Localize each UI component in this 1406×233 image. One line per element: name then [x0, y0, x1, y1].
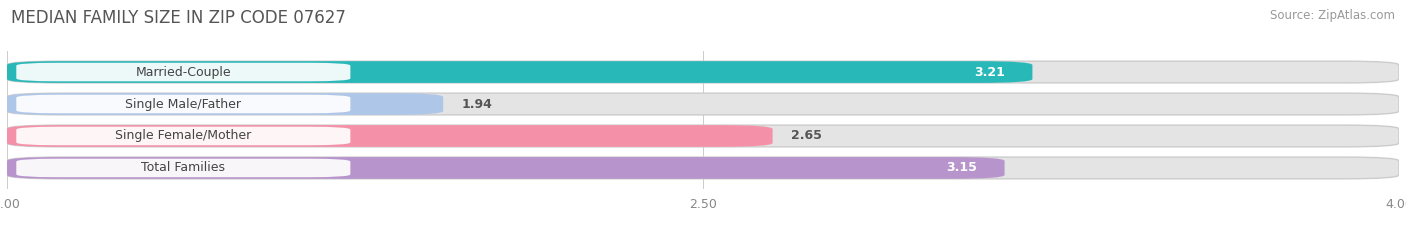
FancyBboxPatch shape	[7, 61, 1032, 83]
Text: Source: ZipAtlas.com: Source: ZipAtlas.com	[1270, 9, 1395, 22]
FancyBboxPatch shape	[7, 157, 1004, 179]
FancyBboxPatch shape	[17, 159, 350, 177]
FancyBboxPatch shape	[7, 157, 1399, 179]
Text: Single Male/Father: Single Male/Father	[125, 97, 242, 110]
Text: 3.15: 3.15	[946, 161, 977, 175]
Text: Married-Couple: Married-Couple	[135, 65, 231, 79]
Text: 2.65: 2.65	[792, 130, 823, 143]
FancyBboxPatch shape	[17, 127, 350, 145]
Text: Total Families: Total Families	[142, 161, 225, 175]
FancyBboxPatch shape	[7, 125, 1399, 147]
Text: MEDIAN FAMILY SIZE IN ZIP CODE 07627: MEDIAN FAMILY SIZE IN ZIP CODE 07627	[11, 9, 346, 27]
FancyBboxPatch shape	[7, 93, 1399, 115]
FancyBboxPatch shape	[17, 95, 350, 113]
Text: 1.94: 1.94	[461, 97, 492, 110]
FancyBboxPatch shape	[7, 61, 1399, 83]
FancyBboxPatch shape	[7, 125, 773, 147]
FancyBboxPatch shape	[7, 93, 443, 115]
Text: 3.21: 3.21	[974, 65, 1004, 79]
FancyBboxPatch shape	[17, 63, 350, 81]
Text: Single Female/Mother: Single Female/Mother	[115, 130, 252, 143]
